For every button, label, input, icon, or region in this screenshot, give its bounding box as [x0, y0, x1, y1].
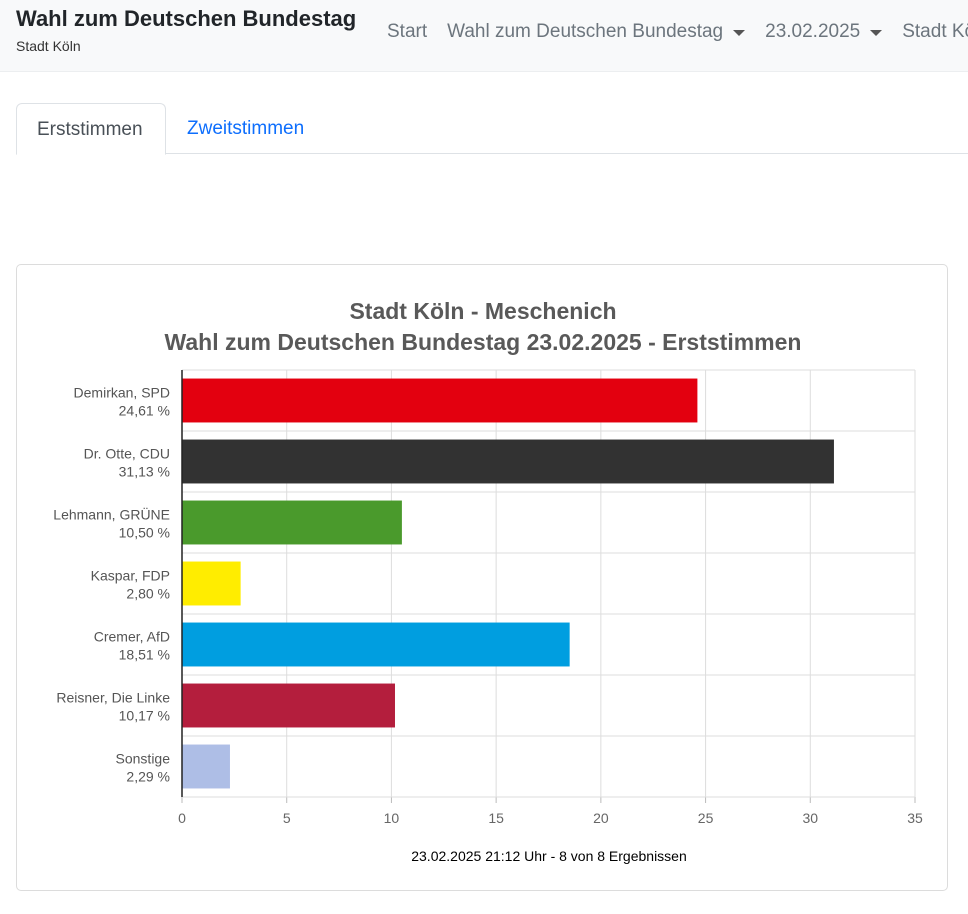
category-label: Demirkan, SPD [74, 385, 170, 401]
category-value-label: 18,51 % [119, 647, 170, 663]
category-label: Dr. Otte, CDU [84, 446, 170, 462]
category-value-label: 31,13 % [119, 464, 170, 480]
chevron-down-icon [870, 30, 883, 36]
category-label: Sonstige [116, 751, 171, 767]
category-label: Reisner, Die Linke [56, 690, 170, 706]
tab-erststimmen-label: Erststimmen [37, 119, 143, 140]
nav-area[interactable]: Stadt Köln [902, 21, 968, 43]
x-tick-label: 25 [698, 810, 714, 826]
x-tick-label: 5 [283, 810, 291, 826]
nav-election-label: Wahl zum Deutschen Bundestag [447, 21, 724, 42]
bar-1 [182, 378, 698, 423]
tab-bar: Erststimmen Zweitstimmen [16, 103, 968, 155]
nav-start-label: Start [387, 21, 428, 42]
tab-zweitstimmen-label: Zweitstimmen [187, 118, 305, 139]
category-label: Kaspar, FDP [91, 568, 170, 584]
chevron-down-icon [733, 30, 746, 36]
bar-3 [182, 500, 402, 545]
x-tick-label: 35 [907, 810, 923, 826]
brand[interactable]: Wahl zum Deutschen Bundestag Stadt Köln [16, 6, 356, 54]
category-value-label: 2,29 % [126, 769, 170, 785]
chart-subtitle: Wahl zum Deutschen Bundestag 23.02.2025 … [165, 329, 802, 355]
main-nav: Start Wahl zum Deutschen Bundestag 23.02… [387, 21, 968, 43]
bar-5 [182, 622, 570, 667]
chart-card: 0 5 10 15 20 25 30 35 Stadt Köln - Meschenich W… [16, 264, 948, 891]
category-label: Cremer, AfD [94, 629, 170, 645]
nav-area-label: Stadt Köln [902, 21, 968, 42]
category-label: Lehmann, GRÜNE [53, 506, 170, 523]
app-subtitle: Stadt Köln [16, 38, 81, 54]
nav-date-dropdown[interactable]: 23.02.2025 [765, 21, 883, 43]
bar-7 [182, 744, 230, 789]
x-tick-label: 15 [488, 810, 504, 826]
x-tick-label: 20 [593, 810, 609, 826]
chart-grid: 0 5 10 15 20 25 30 35 [178, 369, 923, 826]
chart-footer: 23.02.2025 21:12 Uhr - 8 von 8 Ergebniss… [411, 848, 687, 864]
bar-6 [182, 683, 395, 728]
nav-start[interactable]: Start [387, 21, 427, 43]
category-value-label: 10,50 % [119, 525, 170, 541]
app-title: Wahl zum Deutschen Bundestag [16, 6, 357, 31]
tab-zweitstimmen[interactable]: Zweitstimmen [167, 103, 324, 154]
category-value-label: 10,17 % [119, 708, 170, 724]
x-tick-label: 0 [178, 810, 186, 826]
chart-bars: Demirkan, SPD 24,61 % Dr. Otte, CDU 31,13 %… [53, 378, 834, 789]
tab-erststimmen[interactable]: Erststimmen [16, 103, 166, 155]
category-value-label: 2,80 % [126, 586, 170, 602]
category-value-label: 24,61 % [119, 403, 170, 419]
chart-title: Stadt Köln - Meschenich [349, 298, 616, 324]
bar-chart: 0 5 10 15 20 25 30 35 Stadt Köln - Meschenich W… [53, 298, 923, 864]
x-tick-label: 30 [802, 810, 818, 826]
nav-date-label: 23.02.2025 [765, 21, 861, 42]
bar-2 [182, 439, 834, 484]
navbar: Wahl zum Deutschen Bundestag Stadt Köln … [0, 0, 968, 72]
nav-election-dropdown[interactable]: Wahl zum Deutschen Bundestag [447, 21, 746, 43]
x-tick-label: 10 [384, 810, 400, 826]
bar-4 [182, 561, 241, 606]
